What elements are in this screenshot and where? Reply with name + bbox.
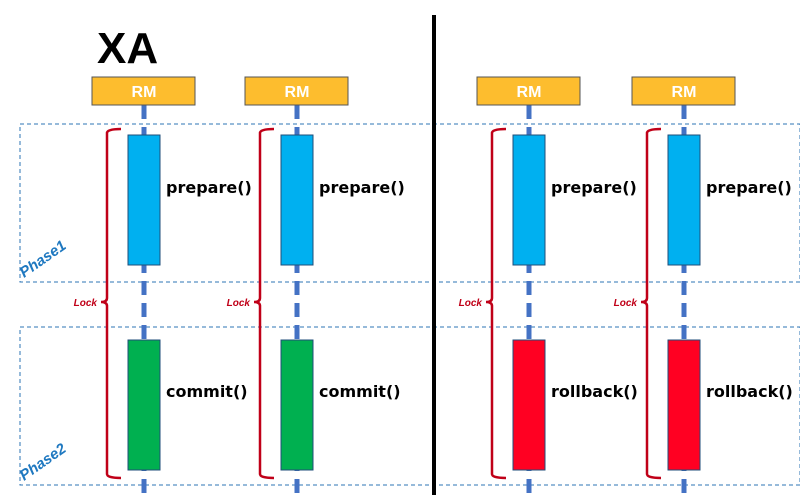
phase2-bar [667, 339, 701, 471]
rm-label: RM [517, 84, 542, 101]
rm-column: RM prepare() commit() Lock [227, 76, 405, 495]
phase2-op-label: commit() [166, 382, 248, 401]
lock-label: Lock [227, 298, 251, 309]
phase2-bar [280, 339, 314, 471]
phase2-op-label: rollback() [551, 382, 638, 401]
phase1-op-label: prepare() [319, 178, 405, 197]
lock-brace [253, 127, 275, 480]
lock-label: Lock [614, 298, 638, 309]
rm-label: RM [132, 84, 157, 101]
phase2-op-label: rollback() [706, 382, 793, 401]
phase1-op-label: prepare() [166, 178, 252, 197]
lock-brace [100, 127, 122, 480]
diagram-title: XA [97, 24, 158, 73]
lock-label: Lock [74, 298, 98, 309]
rm-box [91, 76, 196, 106]
phase2-bar [127, 339, 161, 471]
lock-brace [485, 127, 507, 480]
phase2-op-label: commit() [319, 382, 401, 401]
phase1-label: Phase1 [17, 237, 70, 281]
rm-box [476, 76, 581, 106]
rm-label: RM [672, 84, 697, 101]
prepare-bar [280, 134, 314, 266]
lock-brace [640, 127, 662, 480]
phase2-label: Phase2 [17, 440, 70, 484]
rm-box [244, 76, 349, 106]
rm-column: RM prepare() commit() Lock [74, 76, 252, 495]
lock-label: Lock [459, 298, 483, 309]
rm-column: RM prepare() rollback() Lock [614, 76, 793, 495]
rm-label: RM [285, 84, 310, 101]
rm-column: RM prepare() rollback() Lock [459, 76, 638, 495]
prepare-bar [512, 134, 546, 266]
phase1-op-label: prepare() [551, 178, 637, 197]
rm-box [631, 76, 736, 106]
phase2-bar [512, 339, 546, 471]
phase1-op-label: prepare() [706, 178, 792, 197]
prepare-bar [667, 134, 701, 266]
prepare-bar [127, 134, 161, 266]
